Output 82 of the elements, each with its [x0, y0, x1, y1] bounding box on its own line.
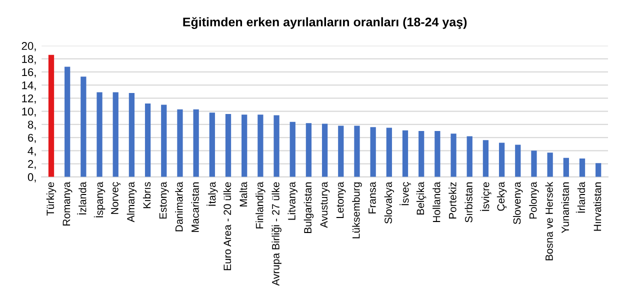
y-tick-label: 8, — [28, 120, 36, 130]
x-tick-label: Finlandiya — [256, 182, 266, 228]
bar — [128, 92, 135, 177]
x-tick-label: Portekiz — [448, 182, 456, 219]
bar — [242, 114, 248, 177]
x-tick-label: Euro Area - 20 ülke — [223, 182, 232, 270]
bar — [482, 140, 489, 177]
y-tick-label: 2, — [28, 160, 36, 170]
bar — [48, 54, 54, 177]
x-tick-label: Yunanistan — [561, 182, 569, 234]
bar — [274, 115, 280, 177]
x-tick-label: İrlanda — [576, 182, 586, 213]
chart-title: Eğitimden erken ayrılanların oranları (18-24 yaş) — [183, 17, 467, 29]
x-tick-label: İsveç — [400, 182, 411, 206]
x-tick-label: İzlanda — [77, 182, 86, 214]
x-tick-label: Hollanda — [432, 182, 440, 222]
x-tick-label: Polonya — [529, 182, 539, 219]
bar — [177, 109, 183, 177]
bar — [466, 136, 472, 177]
y-tick-label: 14, — [22, 81, 36, 91]
x-tick-label: Bulgaristan — [304, 182, 314, 234]
bar — [193, 109, 199, 177]
x-tick-label: Malta — [239, 182, 248, 206]
bar — [563, 158, 569, 177]
bar — [515, 144, 521, 177]
bar — [531, 150, 537, 177]
x-tick-label: Norveç — [111, 182, 120, 214]
x-tick-label: Fransa — [368, 182, 376, 214]
x-tick-label: Hırvatistan — [593, 182, 602, 231]
bar — [402, 130, 408, 177]
y-tick-label: 10, — [22, 108, 36, 117]
bar — [596, 163, 602, 177]
bar — [209, 112, 215, 177]
x-tick-label: Avrupa Birliği - 27 ülke — [272, 182, 282, 286]
bar — [579, 158, 586, 177]
bar — [547, 152, 553, 177]
bar — [161, 104, 167, 177]
y-tick-label: 16, — [22, 68, 36, 78]
x-tick-label: Kıbrıs — [142, 182, 151, 208]
bar — [498, 142, 505, 177]
bar — [386, 128, 392, 177]
x-tick-label: Bosna ve Hersek — [545, 182, 553, 260]
x-tick-label: Macaristan — [191, 182, 199, 232]
x-tick-label: Türkiye — [46, 182, 56, 216]
x-tick-label: Danimarka — [175, 182, 183, 232]
bar — [450, 134, 456, 177]
x-tick-label: Belçika — [416, 182, 426, 214]
bar — [225, 114, 232, 177]
x-tick-label: İtalya — [206, 182, 218, 206]
x-tick-label: Letonya — [336, 182, 346, 218]
bar — [370, 127, 376, 177]
x-tick-label: Estonya — [159, 182, 169, 219]
bar — [80, 76, 86, 177]
x-tick-label: Lüksemburg — [352, 182, 362, 238]
y-tick-label: 12, — [22, 94, 36, 104]
x-tick-label: Slovakya — [384, 182, 394, 224]
y-tick-label: 18, — [22, 55, 36, 64]
bar — [354, 126, 360, 177]
x-tick-label: Almanya — [126, 182, 137, 222]
bar — [290, 122, 296, 177]
x-tick-label: Çekya — [496, 182, 507, 211]
y-tick-label: 6, — [28, 134, 36, 144]
x-tick-label: Romanya — [62, 182, 72, 226]
bar — [144, 103, 151, 177]
bar — [258, 114, 264, 177]
bar — [64, 66, 70, 177]
y-tick-label: 20, — [22, 42, 36, 52]
bar — [338, 126, 344, 177]
bar — [96, 92, 102, 177]
bar — [322, 124, 328, 177]
bar — [112, 92, 118, 177]
bar — [434, 130, 440, 177]
bar — [418, 130, 424, 177]
y-tick-label: 4, — [28, 147, 36, 156]
x-tick-label: İspanya — [94, 182, 106, 218]
x-tick-label: Litvanya — [288, 182, 298, 220]
y-tick-label: 0, — [28, 173, 36, 182]
x-tick-label: Sırbistan — [464, 182, 472, 222]
x-tick-label: İsviçre — [480, 182, 492, 211]
x-tick-label: Slovenya — [513, 182, 523, 224]
bar — [306, 123, 312, 177]
x-tick-label: Avusturya — [320, 182, 330, 228]
